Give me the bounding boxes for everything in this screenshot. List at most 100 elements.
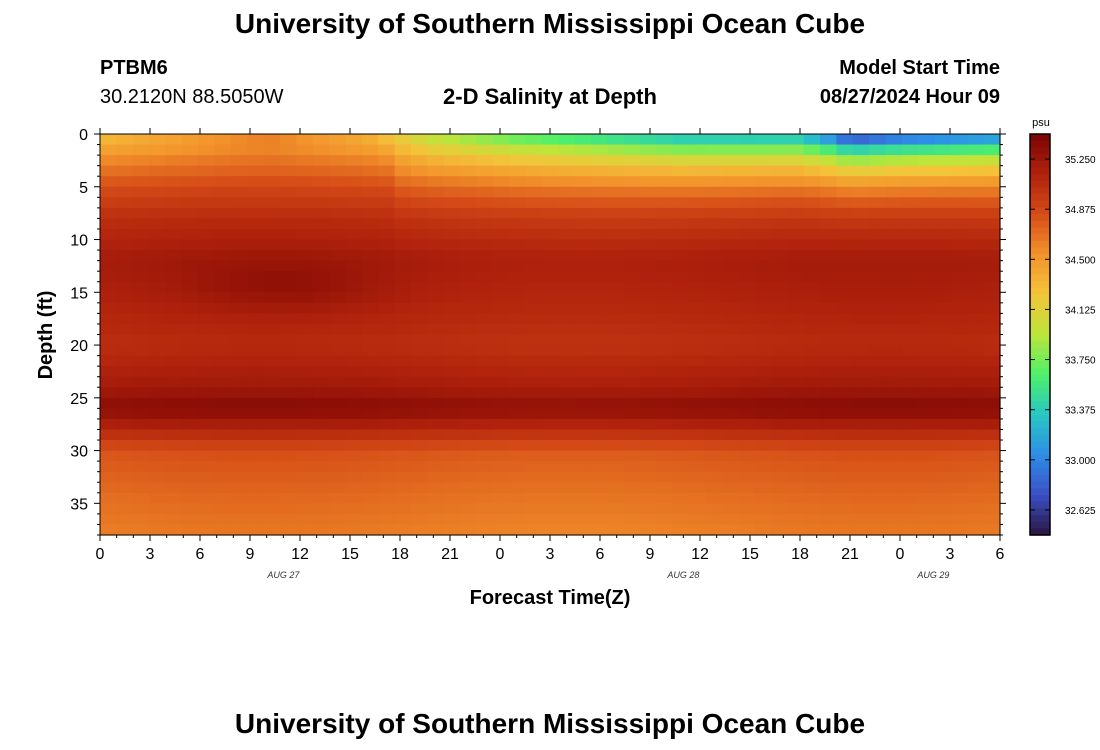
heatmap-cell (590, 281, 608, 293)
heatmap-cell (100, 165, 117, 177)
heatmap-cell (803, 165, 821, 177)
heatmap-cell (918, 323, 936, 336)
heatmap-cell (378, 334, 396, 346)
colorbar-segment (1030, 314, 1050, 322)
heatmap-cell (901, 218, 919, 230)
heatmap-cell (656, 471, 674, 483)
heatmap-cell (721, 461, 739, 473)
heatmap-cell (607, 440, 625, 452)
heatmap-cell (852, 387, 870, 399)
heatmap-cell (476, 376, 494, 388)
heatmap-cell (132, 461, 150, 473)
heatmap-cell (149, 313, 167, 325)
heatmap-cell (509, 197, 527, 209)
heatmap-cell (672, 355, 690, 367)
colorbar-segment (1030, 367, 1050, 376)
heatmap-cell (116, 503, 134, 515)
heatmap-cell (149, 292, 167, 304)
heatmap-cell (541, 387, 559, 399)
heatmap-cell (427, 144, 445, 156)
heatmap-cell (590, 323, 608, 336)
heatmap-cell (132, 271, 150, 283)
heatmap-cell (918, 513, 936, 526)
heatmap-cell (198, 418, 216, 431)
heatmap-cell (230, 176, 248, 188)
heatmap-cell (100, 218, 117, 230)
heatmap-cell (100, 397, 117, 409)
heatmap-cell (230, 144, 248, 156)
heatmap-cell (181, 228, 199, 241)
heatmap-cell (165, 408, 183, 420)
heatmap-cell (165, 429, 183, 441)
heatmap-cell (901, 355, 919, 367)
heatmap-cell (672, 513, 690, 526)
heatmap-cell (836, 197, 854, 209)
heatmap-cell (934, 302, 952, 314)
heatmap-cell (885, 186, 903, 198)
heatmap-cell (214, 228, 232, 241)
heatmap-cell (950, 418, 968, 431)
heatmap-cell (198, 387, 216, 399)
heatmap-cell (100, 281, 117, 293)
heatmap-cell (623, 461, 641, 473)
heatmap-cell (378, 281, 396, 293)
heatmap-cell (689, 197, 707, 209)
heatmap-cell (590, 228, 608, 241)
heatmap-cell (770, 471, 788, 483)
colorbar-segment (1030, 254, 1050, 262)
heatmap-cell (361, 408, 379, 420)
heatmap-cell (640, 355, 657, 367)
heatmap-cell (116, 482, 134, 494)
heatmap-cell (738, 228, 756, 241)
heatmap-cell (329, 482, 347, 494)
heatmap-cell (100, 313, 117, 325)
heatmap-cell (410, 397, 428, 409)
heatmap-cell (345, 134, 363, 146)
heatmap-cell (116, 492, 134, 504)
heatmap-cell (198, 440, 216, 452)
heatmap-cell (967, 260, 985, 272)
heatmap-cell (623, 471, 641, 483)
heatmap-cell (460, 492, 477, 504)
heatmap-cell (820, 440, 837, 452)
heatmap-cell (721, 397, 739, 409)
heatmap-cell (836, 355, 854, 367)
heatmap-cell (410, 134, 428, 146)
heatmap-cell (754, 239, 772, 251)
heatmap-cell (525, 239, 543, 251)
heatmap-cell (492, 492, 510, 504)
heatmap-cell (214, 144, 232, 156)
heatmap-cell (230, 302, 248, 314)
x-tick-label: 21 (841, 546, 859, 563)
heatmap-cell (525, 408, 543, 420)
heatmap-cell (869, 408, 887, 420)
heatmap-cell (967, 408, 985, 420)
heatmap-cell (983, 440, 1001, 452)
heatmap-cell (149, 482, 167, 494)
heatmap-cell (263, 155, 281, 167)
heatmap-cell (934, 397, 952, 409)
heatmap-cell (901, 250, 919, 262)
heatmap-cell (869, 524, 887, 536)
heatmap-cell (590, 334, 608, 346)
heatmap-cell (280, 355, 297, 367)
heatmap-cell (672, 387, 690, 399)
heatmap-cell (214, 134, 232, 146)
heatmap-cell (181, 471, 199, 483)
heatmap-cell (672, 471, 690, 483)
heatmap-cell (607, 228, 625, 241)
heatmap-cell (640, 482, 657, 494)
heatmap-cell (607, 355, 625, 367)
heatmap-cell (672, 440, 690, 452)
heatmap-cell (443, 471, 461, 483)
heatmap-cell (721, 260, 739, 272)
heatmap-cell (361, 440, 379, 452)
heatmap-cell (132, 524, 150, 536)
heatmap-cell (410, 165, 428, 177)
heatmap-cell (852, 334, 870, 346)
heatmap-cell (509, 429, 527, 441)
heatmap-cell (689, 440, 707, 452)
heatmap-cell (672, 165, 690, 177)
heatmap-cell (476, 355, 494, 367)
